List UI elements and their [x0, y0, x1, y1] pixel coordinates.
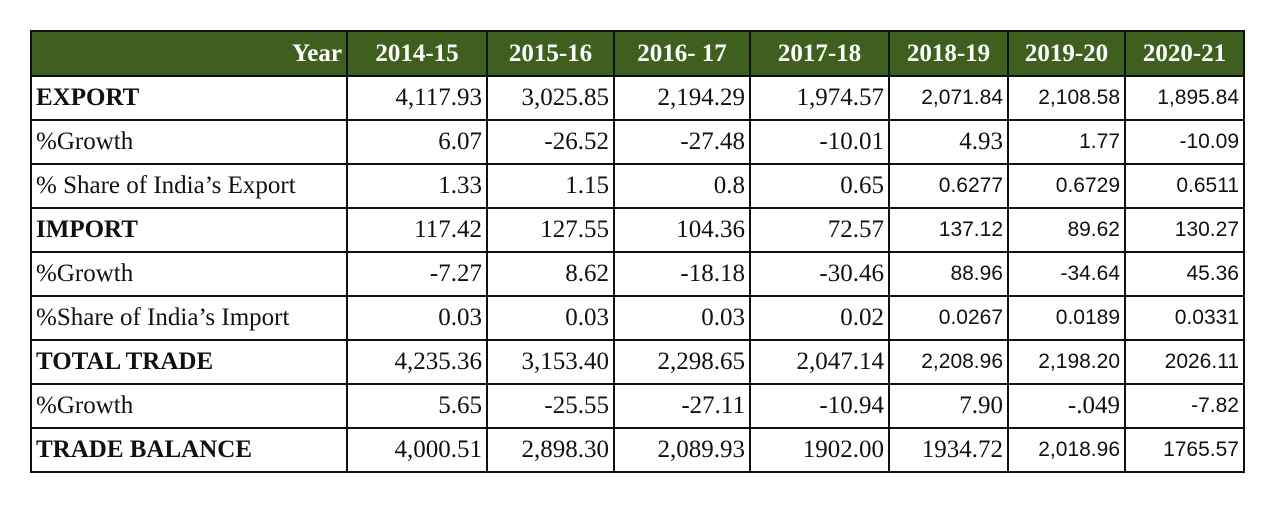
table-cell: 0.03 [486, 295, 615, 341]
table-cell: 1934.72 [888, 427, 1009, 473]
table-cell: 0.0267 [888, 295, 1009, 341]
table-cell: 6.07 [346, 119, 488, 165]
table-cell: 130.27 [1124, 207, 1245, 253]
table-cell: 2,047.14 [749, 339, 890, 385]
table-cell: -10.94 [749, 383, 890, 429]
row-label: TRADE BALANCE [30, 427, 348, 473]
header-year-5: 2019-20 [1007, 30, 1126, 77]
table-cell: 2,089.93 [613, 427, 751, 473]
trade-table: Year 2014-15 2015-16 2016- 17 2017-18 2018-1… [30, 30, 1245, 473]
table-cell: 127.55 [486, 207, 615, 253]
table-cell: 2,208.96 [888, 339, 1009, 385]
table-cell: -26.52 [486, 119, 615, 165]
table-cell: 72.57 [749, 207, 890, 253]
table-row: % Share of India’s Export 1.33 1.15 0.8 0.65… [30, 163, 1245, 209]
row-label: % Share of India’s Export [30, 163, 348, 209]
header-row: Year 2014-15 2015-16 2016- 17 2017-18 2018-1… [30, 30, 1245, 77]
table-cell: 1765.57 [1124, 427, 1245, 473]
table-cell: -10.01 [749, 119, 890, 165]
table-cell: 4,000.51 [346, 427, 488, 473]
header-year-2: 2016- 17 [613, 30, 751, 77]
table-cell: 1.33 [346, 163, 488, 209]
table-cell: 0.03 [613, 295, 751, 341]
table-cell: 0.8 [613, 163, 751, 209]
table-cell: 0.03 [346, 295, 488, 341]
table-cell: 117.42 [346, 207, 488, 253]
table-cell: 7.90 [888, 383, 1009, 429]
table-row: %Growth -7.27 8.62 -18.18 -30.46 88.96 -34.64 4… [30, 251, 1245, 297]
table-row: TOTAL TRADE 4,235.36 3,153.40 2,298.65 2,047… [30, 339, 1245, 385]
table-row: IMPORT 117.42 127.55 104.36 72.57 137.12 89.62… [30, 207, 1245, 253]
table-cell: -7.27 [346, 251, 488, 297]
table-cell: 2,194.29 [613, 75, 751, 121]
table-cell: 2026.11 [1124, 339, 1245, 385]
table-cell: 0.6729 [1007, 163, 1126, 209]
table-cell: 104.36 [613, 207, 751, 253]
row-label: TOTAL TRADE [30, 339, 348, 385]
table-row: %Growth 5.65 -25.55 -27.11 -10.94 7.90 -.049 -7… [30, 383, 1245, 429]
table-cell: 0.65 [749, 163, 890, 209]
table-cell: 2,198.20 [1007, 339, 1126, 385]
header-year-0: 2014-15 [346, 30, 488, 77]
table-cell: 1,895.84 [1124, 75, 1245, 121]
header-year-6: 2020-21 [1124, 30, 1245, 77]
table-cell: -27.11 [613, 383, 751, 429]
table-cell: -18.18 [613, 251, 751, 297]
row-label: %Growth [30, 383, 348, 429]
table-cell: 0.02 [749, 295, 890, 341]
table-cell: 2,108.58 [1007, 75, 1126, 121]
table-cell: -25.55 [486, 383, 615, 429]
table-cell: -10.09 [1124, 119, 1245, 165]
header-year-3: 2017-18 [749, 30, 890, 77]
table-cell: 1.77 [1007, 119, 1126, 165]
table-cell: 0.0189 [1007, 295, 1126, 341]
table-cell: 137.12 [888, 207, 1009, 253]
table-cell: 2,898.30 [486, 427, 615, 473]
table-cell: 3,025.85 [486, 75, 615, 121]
table-cell: -30.46 [749, 251, 890, 297]
table-cell: 4,117.93 [346, 75, 488, 121]
row-label: %Share of India’s Import [30, 295, 348, 341]
table-cell: -27.48 [613, 119, 751, 165]
table-cell: 1,974.57 [749, 75, 890, 121]
table-cell: 0.0331 [1124, 295, 1245, 341]
table-row: %Share of India’s Import 0.03 0.03 0.03 0.02… [30, 295, 1245, 341]
table-cell: 88.96 [888, 251, 1009, 297]
table-cell: 2,298.65 [613, 339, 751, 385]
table-cell: 2,018.96 [1007, 427, 1126, 473]
table-cell: -.049 [1007, 383, 1126, 429]
row-label: %Growth [30, 119, 348, 165]
table-cell: 1902.00 [749, 427, 890, 473]
table-cell: 0.6277 [888, 163, 1009, 209]
row-label: EXPORT [30, 75, 348, 121]
table-cell: 1.15 [486, 163, 615, 209]
table-row: %Growth 6.07 -26.52 -27.48 -10.01 4.93 1.77 -10… [30, 119, 1245, 165]
table-cell: 89.62 [1007, 207, 1126, 253]
table-row: TRADE BALANCE 4,000.51 2,898.30 2,089.93 190… [30, 427, 1245, 473]
table-cell: 45.36 [1124, 251, 1245, 297]
row-label: IMPORT [30, 207, 348, 253]
table-cell: -34.64 [1007, 251, 1126, 297]
table-cell: -7.82 [1124, 383, 1245, 429]
table-row: EXPORT 4,117.93 3,025.85 2,194.29 1,974.57 2,… [30, 75, 1245, 121]
header-year-label: Year [30, 30, 348, 77]
table-cell: 8.62 [486, 251, 615, 297]
table-cell: 4,235.36 [346, 339, 488, 385]
table-cell: 5.65 [346, 383, 488, 429]
table-cell: 4.93 [888, 119, 1009, 165]
header-year-4: 2018-19 [888, 30, 1009, 77]
row-label: %Growth [30, 251, 348, 297]
header-year-1: 2015-16 [486, 30, 615, 77]
table-cell: 0.6511 [1124, 163, 1245, 209]
table-cell: 2,071.84 [888, 75, 1009, 121]
table-cell: 3,153.40 [486, 339, 615, 385]
